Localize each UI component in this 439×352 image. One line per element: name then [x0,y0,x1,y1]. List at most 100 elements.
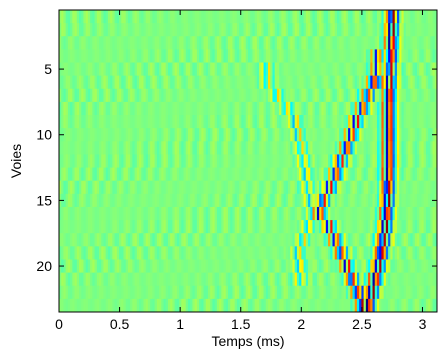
heatmap-cell [383,128,387,142]
heatmap-cell [381,180,385,195]
heatmap-cell [296,115,300,129]
heatmap-cell [274,141,278,155]
heatmap-cell [414,246,418,260]
heatmap-cell [201,246,204,260]
heatmap-cell [379,220,382,234]
heatmap-cell [330,285,333,300]
heatmap-cell [385,220,389,234]
heatmap-cell [216,154,220,168]
heatmap-cell [92,246,95,260]
heatmap-cell [432,272,436,287]
heatmap-cell [245,101,249,116]
heatmap-cell [399,115,402,129]
heatmap-cell [123,167,127,182]
heatmap-cell [179,128,182,142]
heatmap-cell [374,285,378,300]
heatmap-cell [372,62,376,77]
heatmap-cell [361,75,365,90]
heatmap-cell [403,141,407,155]
heatmap-cell [132,75,135,90]
heatmap-cell [207,246,211,260]
heatmap-cell [310,36,313,50]
heatmap-cell [321,298,324,313]
heatmap-cell [105,23,109,37]
heatmap-cell [321,101,324,116]
heatmap-cell [232,141,236,155]
heatmap-cell [154,10,158,24]
heatmap-cell [170,298,173,313]
heatmap-cell [410,101,413,116]
heatmap-cell [147,246,151,260]
heatmap-cell [334,180,338,195]
heatmap-cell [265,88,269,103]
x-tick-label: 2 [297,316,305,332]
heatmap-cell [248,10,251,24]
heatmap-cell [283,259,287,274]
heatmap-cell [94,259,98,274]
heatmap-cell [105,272,109,287]
heatmap-cell [201,10,204,24]
heatmap-cell [279,75,282,90]
heatmap-cell [145,141,149,155]
heatmap-cell [341,88,345,103]
heatmap-cell [319,36,322,50]
heatmap-cell [150,10,153,24]
heatmap-cell [127,141,131,155]
heatmap-cell [192,259,196,274]
heatmap-cell [110,272,113,287]
heatmap-cell [192,193,196,208]
heatmap-cell [301,193,304,208]
heatmap-cell [332,298,336,313]
heatmap-cell [114,246,118,260]
heatmap-cell [123,233,127,247]
heatmap-cell [330,233,333,247]
heatmap-cell [196,285,200,300]
heatmap-cell [419,49,422,63]
heatmap-cell [112,272,115,287]
heatmap-cell [165,75,169,90]
heatmap-cell [256,246,260,260]
heatmap-cell [232,23,236,37]
heatmap-cell [194,36,198,50]
heatmap-cell [356,298,360,313]
heatmap-cell [81,246,84,260]
heatmap-cell [399,62,402,77]
heatmap-cell [127,88,131,103]
heatmap-cell [423,23,427,37]
heatmap-cell [63,23,67,37]
heatmap-cell [376,115,380,129]
heatmap-cell [268,36,271,50]
heatmap-cell [403,154,407,168]
heatmap-cell [85,101,89,116]
heatmap-cell [110,246,113,260]
heatmap-cell [101,193,104,208]
heatmap-cell [405,259,409,274]
heatmap-cell [408,75,411,90]
heatmap-cell [145,62,149,77]
heatmap-cell [112,62,115,77]
heatmap-cell [127,75,131,90]
heatmap-cell [245,298,249,313]
heatmap-cell [416,36,420,50]
heatmap-cell [83,180,87,195]
heatmap-cell [388,141,391,155]
heatmap-cell [216,193,220,208]
heatmap-cell [421,167,425,182]
heatmap-cell [403,23,407,37]
heatmap-cell [203,220,207,234]
heatmap-cell [216,75,220,90]
heatmap-cell [401,233,405,247]
heatmap-cell [379,75,382,90]
heatmap-cell [132,49,135,63]
x-tick-label: 1 [176,316,184,332]
heatmap-cell [216,233,220,247]
heatmap-cell [207,272,211,287]
heatmap-cell [419,246,422,260]
heatmap-cell [365,62,369,77]
heatmap-cell [65,193,69,208]
heatmap-cell [434,36,438,50]
heatmap-cell [83,285,87,300]
heatmap-cell [107,49,111,63]
heatmap-cell [281,141,284,155]
heatmap-cell [163,272,167,287]
